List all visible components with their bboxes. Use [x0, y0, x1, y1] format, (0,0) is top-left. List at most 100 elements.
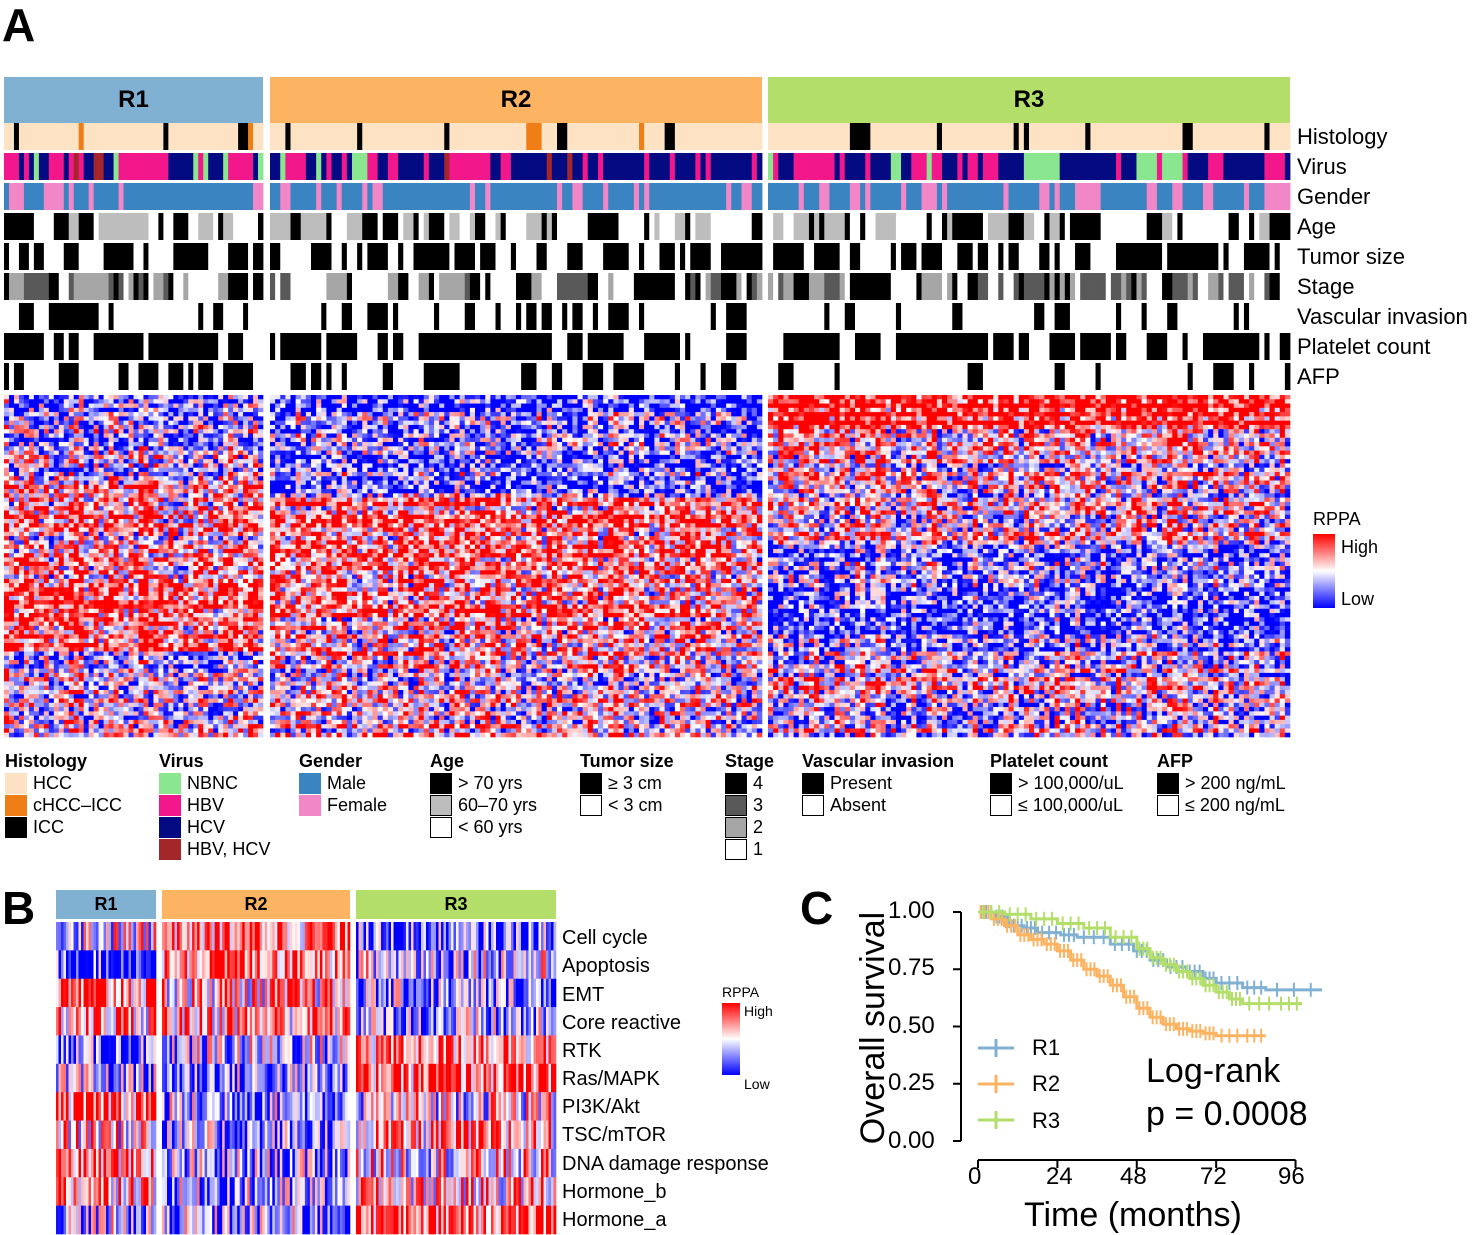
track-cell [998, 303, 1004, 330]
track-cell [1141, 333, 1148, 360]
heatmap-cell [213, 412, 219, 417]
heatmap-cell [73, 403, 80, 409]
heatmap-cell [8, 446, 15, 451]
track-cell [562, 123, 568, 150]
track-cell [423, 303, 430, 330]
heatmap-cell [8, 536, 15, 541]
heatmap-cell [178, 540, 184, 545]
track-cell [233, 243, 239, 270]
heatmap-cell [128, 561, 134, 567]
track-cell [148, 153, 154, 180]
heatmap-cell [233, 574, 239, 580]
heatmap-cell [138, 561, 144, 567]
heatmap-cell [123, 471, 129, 477]
heatmap-cell [8, 566, 15, 571]
heatmap-cell [118, 450, 124, 456]
track-cell [213, 183, 219, 210]
track-cell [1069, 273, 1076, 300]
heatmap-cell [68, 403, 75, 409]
heatmap-cell [58, 471, 65, 477]
heatmap-cell [158, 587, 164, 592]
track-cell [459, 183, 466, 210]
track-cell [546, 243, 553, 270]
heatmap-cell [123, 536, 129, 541]
track-cell [248, 123, 254, 150]
track-cell [1223, 243, 1229, 270]
heatmap-cell [4, 442, 10, 447]
heatmap-cell [168, 412, 174, 417]
heatmap-cell [238, 497, 244, 503]
track-cell [1075, 153, 1081, 180]
track-cell [439, 303, 445, 330]
track-cell [485, 243, 491, 270]
heatmap-cell [243, 454, 249, 460]
track-cell [685, 123, 691, 150]
track-cell [233, 303, 239, 330]
track-cell [598, 213, 604, 240]
track-cell [418, 243, 425, 270]
heatmap-cell [93, 587, 99, 592]
track-cell [193, 183, 199, 210]
heatmap-cell [148, 471, 154, 477]
heatmap-cell [183, 433, 189, 439]
heatmap-cell [168, 574, 174, 580]
track-cell [73, 363, 80, 390]
heatmap-cell [128, 553, 134, 558]
heatmap-cell [63, 548, 70, 554]
track-cell [808, 123, 815, 150]
track-cell [1008, 243, 1015, 270]
track-cell [756, 333, 763, 360]
track-cell [444, 363, 450, 390]
track-cell [188, 153, 194, 180]
heatmap-cell [88, 527, 94, 533]
track-cell [203, 273, 209, 300]
track-cell [911, 123, 917, 150]
track-cell [1249, 273, 1255, 300]
track-cell [1039, 303, 1045, 330]
heatmap-cell [188, 531, 194, 537]
track-cell [1172, 183, 1178, 210]
track-cell [649, 303, 655, 330]
track-cell [1172, 363, 1178, 390]
track-cell [808, 213, 815, 240]
track-cell [1177, 153, 1183, 180]
heatmap-cell [4, 480, 10, 486]
heatmap-cell [113, 617, 119, 622]
track-cell [1121, 123, 1127, 150]
heatmap-cell [128, 536, 134, 541]
heatmap-cell [73, 424, 80, 430]
track-cell [741, 213, 748, 240]
heatmap-cell [18, 450, 25, 456]
heatmap-cell [8, 523, 15, 528]
heatmap-cell [148, 399, 154, 404]
heatmap-cell [58, 536, 65, 541]
track-cell [710, 243, 717, 270]
track-cell [921, 273, 928, 300]
heatmap-cell [258, 437, 264, 443]
track-cell [592, 333, 599, 360]
heatmap-cell [138, 587, 144, 592]
heatmap-cell [223, 557, 229, 563]
heatmap-cell [108, 454, 114, 460]
heatmap-cell [158, 566, 164, 571]
heatmap-cell [228, 600, 234, 605]
track-cell [163, 123, 169, 150]
track-cell [331, 243, 338, 270]
heatmap-cell [248, 403, 254, 409]
heatmap-cell [158, 523, 164, 528]
track-cell [495, 123, 502, 150]
track-cell [1238, 303, 1245, 330]
track-cell [98, 363, 105, 390]
track-cell [1121, 303, 1127, 330]
heatmap-cell [93, 412, 99, 417]
heatmap-cell [218, 583, 224, 588]
heatmap-cell [53, 613, 60, 618]
heatmap-cell [258, 424, 264, 430]
heatmap-cell [178, 407, 184, 413]
heatmap-cell [68, 412, 75, 417]
heatmap-cell [218, 450, 224, 456]
track-cell [880, 123, 887, 150]
heatmap-cell [38, 437, 45, 443]
heatmap-cell [183, 497, 189, 503]
track-cell [798, 363, 805, 390]
